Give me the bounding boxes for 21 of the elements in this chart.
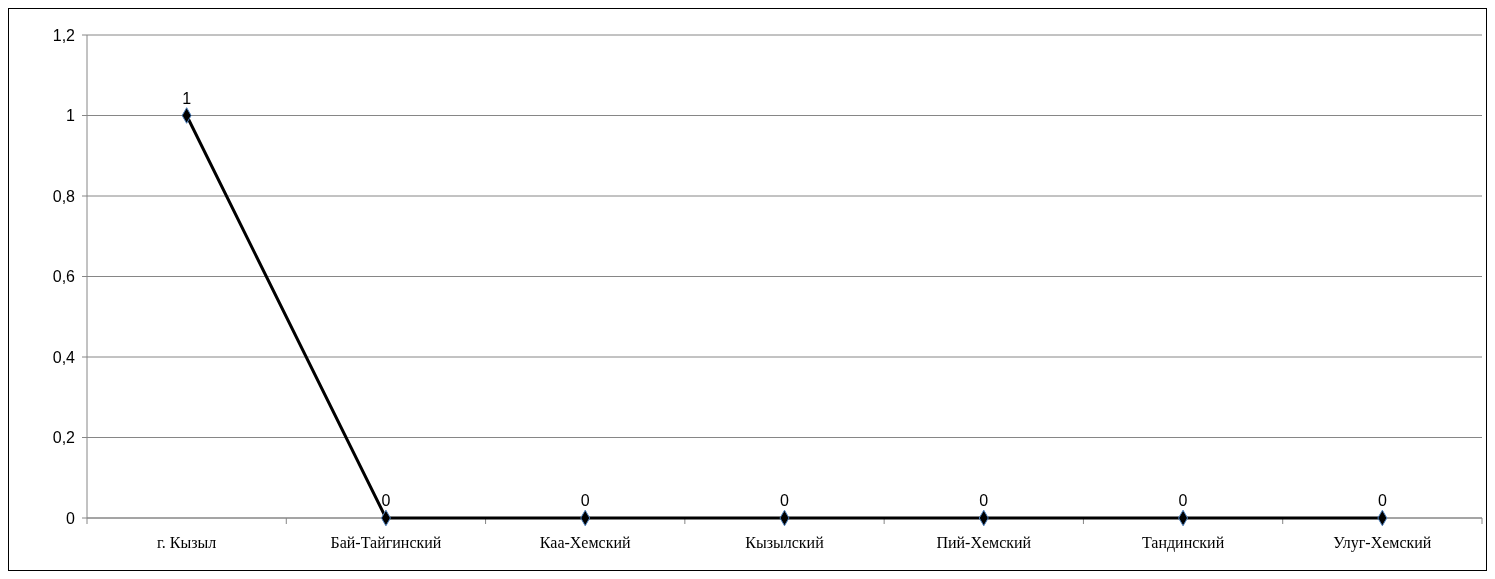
x-tick-label: Улуг-Хемский [1333,534,1432,552]
y-tick-label: 0,8 [52,187,76,205]
y-tick-label: 1,2 [52,26,76,44]
y-tick-label: 0 [66,509,76,527]
y-tick-label: 0,4 [52,348,76,366]
data-label: 0 [780,492,790,509]
data-label: 0 [580,492,590,509]
data-label: 0 [979,492,989,509]
x-tick-label: Тандинский [1141,534,1225,552]
y-tick-label: 1 [66,107,76,125]
x-tick-label: Кызылский [745,534,825,551]
y-tick-label: 0,6 [52,268,76,286]
data-label: 0 [381,492,391,509]
data-label: 0 [1377,492,1387,509]
x-tick-label: Пий-Хемский [936,534,1032,551]
data-label: 1 [182,89,192,107]
x-tick-label: Каа-Хемский [539,534,632,551]
y-tick-label: 0,2 [52,429,76,447]
x-tick-label: г. Кызыл [157,534,217,551]
data-label: 0 [1178,492,1188,509]
x-tick-label: Бай-Тайгинский [330,534,442,551]
